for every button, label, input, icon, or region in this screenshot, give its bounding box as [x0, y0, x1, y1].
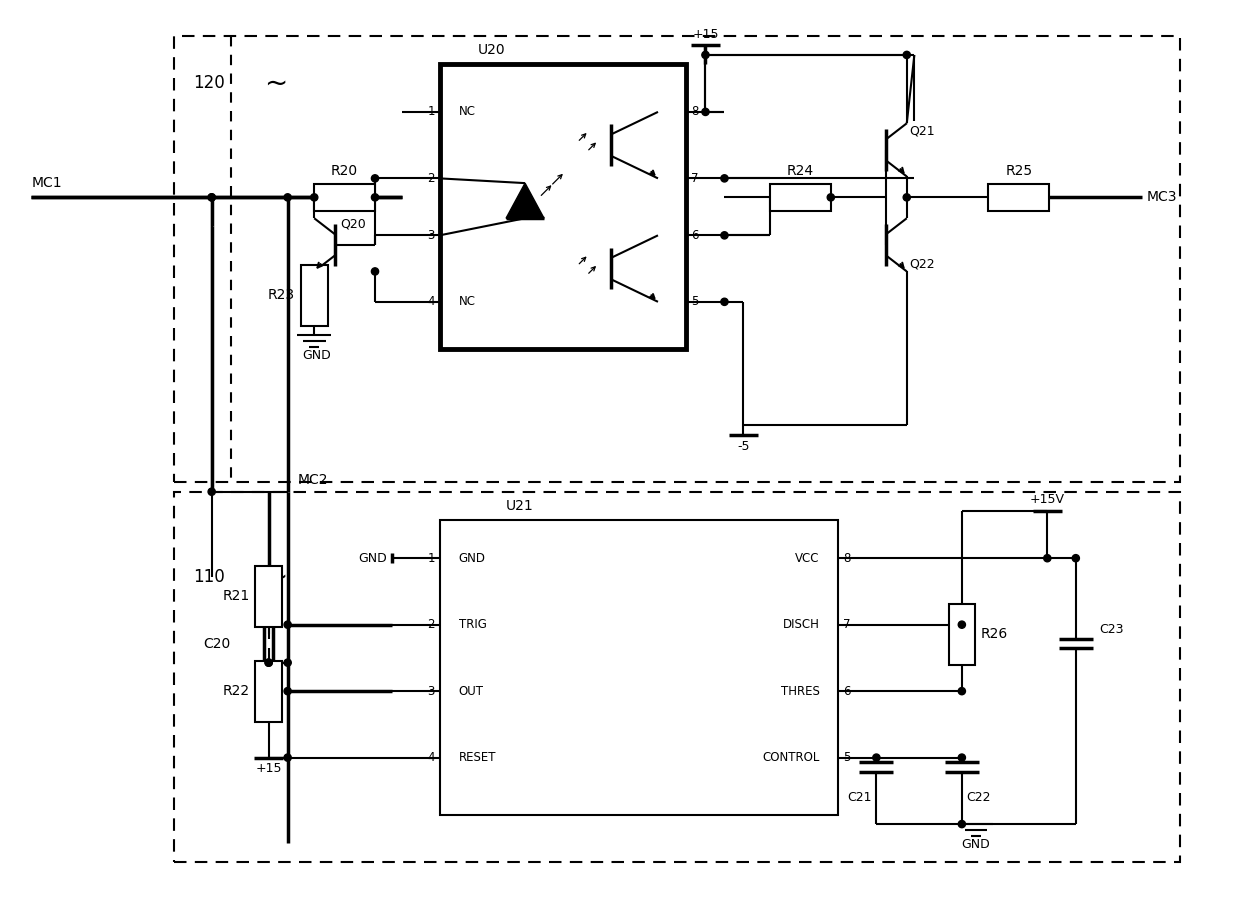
Circle shape — [1073, 555, 1079, 562]
Circle shape — [311, 194, 317, 201]
Text: 5: 5 — [691, 295, 698, 308]
Text: 4: 4 — [428, 295, 435, 308]
Text: 1: 1 — [428, 105, 435, 119]
Text: 110: 110 — [192, 568, 224, 586]
Circle shape — [702, 51, 709, 58]
Text: C20: C20 — [203, 637, 231, 651]
Circle shape — [372, 194, 378, 201]
Circle shape — [720, 232, 728, 239]
Text: R26: R26 — [981, 627, 1008, 641]
Bar — [949, 603, 975, 665]
Text: 1: 1 — [428, 551, 435, 565]
Text: 8: 8 — [843, 551, 851, 565]
Circle shape — [265, 659, 273, 666]
Polygon shape — [506, 183, 544, 218]
Text: C21: C21 — [847, 791, 872, 804]
Bar — [770, 184, 831, 211]
Text: GND: GND — [303, 349, 331, 362]
Circle shape — [903, 51, 910, 58]
Circle shape — [873, 754, 880, 762]
Text: MC2: MC2 — [298, 473, 327, 487]
Text: U21: U21 — [506, 498, 533, 513]
Text: VCC: VCC — [795, 551, 820, 565]
Text: GND: GND — [459, 551, 486, 565]
Circle shape — [284, 659, 291, 666]
Text: +15V: +15V — [1029, 493, 1065, 506]
Text: +15: +15 — [255, 762, 281, 775]
Circle shape — [1044, 555, 1052, 562]
Bar — [440, 65, 687, 349]
Text: 120: 120 — [192, 75, 224, 92]
Circle shape — [903, 194, 910, 201]
Circle shape — [208, 194, 216, 201]
Text: 5: 5 — [843, 751, 851, 764]
Text: THRES: THRES — [780, 684, 820, 698]
Circle shape — [265, 659, 273, 666]
Circle shape — [959, 621, 966, 629]
Text: R24: R24 — [787, 164, 813, 179]
Circle shape — [208, 194, 216, 201]
Circle shape — [372, 268, 378, 275]
Text: Q20: Q20 — [340, 217, 366, 231]
Text: C22: C22 — [967, 791, 991, 804]
Circle shape — [208, 489, 216, 496]
Text: TRIG: TRIG — [459, 618, 486, 631]
Text: R21: R21 — [222, 589, 249, 603]
Text: MC3: MC3 — [1147, 190, 1178, 205]
Circle shape — [827, 194, 835, 201]
Text: R20: R20 — [331, 164, 358, 179]
Text: Q22: Q22 — [910, 258, 935, 270]
Bar — [255, 566, 281, 627]
Bar — [440, 520, 838, 814]
Text: 7: 7 — [691, 172, 698, 185]
Circle shape — [959, 688, 966, 695]
Text: Q21: Q21 — [910, 125, 935, 137]
Text: CONTROL: CONTROL — [763, 751, 820, 764]
Text: 2: 2 — [428, 618, 435, 631]
Text: MC1: MC1 — [31, 176, 62, 189]
Text: RESET: RESET — [459, 751, 496, 764]
Text: GND: GND — [358, 551, 387, 565]
Text: DISCH: DISCH — [782, 618, 820, 631]
Text: 3: 3 — [428, 684, 435, 698]
Bar — [314, 184, 374, 211]
Bar — [174, 36, 1180, 482]
Text: 6: 6 — [843, 684, 851, 698]
Circle shape — [959, 821, 966, 828]
Text: R22: R22 — [222, 684, 249, 698]
Text: -5: -5 — [738, 439, 750, 453]
Text: R25: R25 — [1006, 164, 1033, 179]
Bar — [174, 492, 1180, 862]
Text: 2: 2 — [428, 172, 435, 185]
Text: 4: 4 — [428, 751, 435, 764]
Circle shape — [720, 298, 728, 305]
Circle shape — [372, 175, 378, 182]
Bar — [988, 184, 1049, 211]
Circle shape — [284, 754, 291, 762]
Bar — [255, 661, 281, 721]
Circle shape — [284, 688, 291, 695]
Text: ~: ~ — [264, 69, 288, 97]
Text: NC: NC — [459, 105, 476, 119]
Text: OUT: OUT — [459, 684, 484, 698]
Text: +15: +15 — [692, 28, 719, 40]
Text: R23: R23 — [268, 288, 295, 302]
Circle shape — [284, 621, 291, 629]
Text: 8: 8 — [691, 105, 698, 119]
Text: C23: C23 — [1100, 623, 1123, 636]
Text: 7: 7 — [843, 618, 851, 631]
Text: ~: ~ — [264, 563, 288, 591]
Circle shape — [702, 109, 709, 116]
Circle shape — [284, 194, 291, 201]
Text: GND: GND — [962, 839, 991, 851]
Text: NC: NC — [459, 295, 476, 308]
Text: U20: U20 — [477, 43, 505, 57]
Circle shape — [959, 754, 966, 762]
Text: 3: 3 — [428, 229, 435, 242]
Text: 6: 6 — [691, 229, 698, 242]
Circle shape — [720, 175, 728, 182]
Bar — [301, 265, 327, 326]
